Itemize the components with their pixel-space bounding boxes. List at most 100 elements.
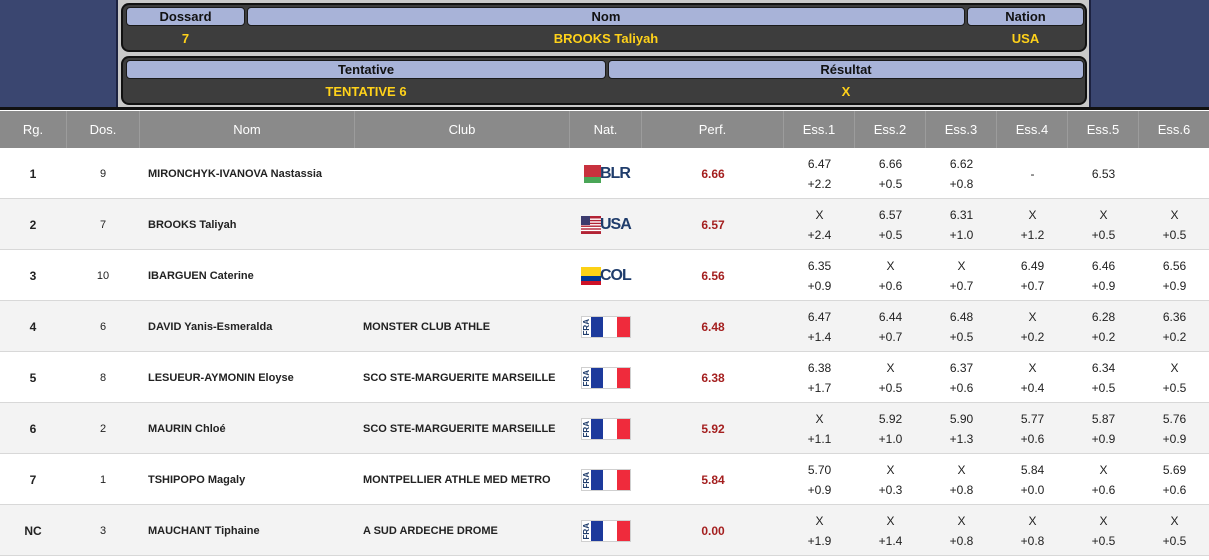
performance-cell: 6.56 <box>701 268 725 283</box>
dossard-cell: 1 <box>99 473 107 486</box>
attempt-wind: +0.8 <box>949 176 974 191</box>
attempt-cell: 6.34 +0.5 <box>1068 352 1139 403</box>
attempt-mark: 6.37 <box>949 360 974 375</box>
col-club-header[interactable]: Club <box>355 111 570 148</box>
attempt-mark: 5.92 <box>878 411 903 426</box>
nation-code: FRA <box>582 471 591 488</box>
attempt-wind: +0.6 <box>949 380 974 395</box>
attempt-wind: +1.3 <box>949 431 974 446</box>
attempt-mark: - <box>1030 166 1035 181</box>
nation-flag-cell: FRA <box>580 403 632 454</box>
dossard-cell: 3 <box>99 524 107 537</box>
attempt-mark: 6.31 <box>949 207 974 222</box>
nation-code: COL <box>600 266 632 284</box>
performance-cell: 5.84 <box>701 472 725 487</box>
col-rank-header[interactable]: Rg. <box>0 111 67 148</box>
athlete-name-cell: LESUEUR-AYMONIN Eloyse <box>148 371 294 384</box>
table-row[interactable]: 1 9 MIRONCHYK-IVANOVA Nastassia BLR 6.66 6.47… <box>0 148 1209 199</box>
club-cell: MONTPELLIER ATHLE MED METRO <box>363 473 551 486</box>
attempt-cell: 5.84 +0.0 <box>997 454 1068 505</box>
attempt-mark: 6.46 <box>1091 258 1116 273</box>
attempt-mark: 6.38 <box>807 360 832 375</box>
attempt-cell: X +0.5 <box>1068 505 1139 556</box>
attempt-wind: +0.2 <box>1162 329 1187 344</box>
attempt-mark: 6.48 <box>949 309 974 324</box>
dossard-cell: 6 <box>99 320 107 333</box>
col-ess6-header[interactable]: Ess.6 <box>1157 122 1191 137</box>
table-row[interactable]: 5 8 LESUEUR-AYMONIN Eloyse SCO STE-MARGUERI… <box>0 352 1209 403</box>
table-row[interactable]: 3 10 IBARGUEN Caterine COL 6.56 6.35 +0.9 X +0.6… <box>0 250 1209 301</box>
col-name-header[interactable]: Nom <box>140 111 355 148</box>
flag-icon: BLR <box>581 163 631 185</box>
col-ess4-header[interactable]: Ess.4 <box>997 111 1068 148</box>
tentative-value: TENTATIVE 6 <box>325 84 407 99</box>
attempt-mark: 6.36 <box>1162 309 1187 324</box>
col-ess1-header[interactable]: Ess.1 <box>784 111 855 148</box>
club-cell <box>363 199 568 250</box>
col-dos-header[interactable]: Dos. <box>67 111 140 148</box>
athlete-info-panel: Dossard Nom Nation 7 BROOKS Taliyah USA <box>121 3 1087 52</box>
attempt-mark: X <box>1028 207 1037 222</box>
attempt-cell: 6.49 +0.7 <box>997 250 1068 301</box>
attempt-mark: 6.44 <box>878 309 903 324</box>
col-perf-header[interactable]: Perf. <box>642 111 784 148</box>
col-ess5-header[interactable]: Ess.5 <box>1068 111 1139 148</box>
flag-icon: FRA <box>581 366 631 389</box>
attempt-wind: +0.9 <box>1162 278 1187 293</box>
attempt-cell: X +0.5 <box>855 352 926 403</box>
attempt-mark: 5.70 <box>807 462 832 477</box>
attempt-cell: 5.77 +0.6 <box>997 403 1068 454</box>
attempt-wind: +0.6 <box>1091 482 1116 497</box>
dossard-cell: 2 <box>99 422 107 435</box>
attempt-wind: +0.5 <box>949 329 974 344</box>
attempt-mark: X <box>1099 513 1108 528</box>
attempt-cell: 6.31 +1.0 <box>926 199 997 250</box>
attempt-cell: X +0.6 <box>855 250 926 301</box>
attempt-mark: X <box>957 462 966 477</box>
nation-code: FRA <box>582 369 591 386</box>
col-ess2-header[interactable]: Ess.2 <box>855 111 926 148</box>
flag-icon: FRA <box>581 417 631 440</box>
header-left-pad <box>0 0 118 107</box>
athlete-name-cell: MIRONCHYK-IVANOVA Nastassia <box>148 167 322 180</box>
attempt-mark: X <box>1170 513 1179 528</box>
dossard-label: Dossard <box>126 7 245 26</box>
nation-label: Nation <box>967 7 1084 26</box>
attempt-mark: X <box>1099 207 1108 222</box>
attempt-mark: 6.49 <box>1020 258 1045 273</box>
rank-cell: 7 <box>29 472 37 487</box>
resultat-value: X <box>841 84 851 99</box>
athlete-name-cell: MAURIN Chloé <box>148 422 226 435</box>
results-table-header: Rg. Dos. Nom Club Nat. Perf. Ess.1 Ess.2… <box>0 111 1209 148</box>
attempt-mark: 6.28 <box>1091 309 1116 324</box>
attempt-mark: 6.47 <box>807 309 832 324</box>
current-athlete-header: Dossard Nom Nation 7 BROOKS Taliyah USA … <box>0 0 1209 110</box>
col-ess3-header[interactable]: Ess.3 <box>926 111 997 148</box>
attempt-cell: X +0.3 <box>855 454 926 505</box>
table-row[interactable]: 7 1 TSHIPOPO Magaly MONTPELLIER ATHLE MED M… <box>0 454 1209 505</box>
attempt-wind: +0.3 <box>878 482 903 497</box>
attempt-mark: 6.57 <box>878 207 903 222</box>
table-row[interactable]: NC 3 MAUCHANT Tiphaine A SUD ARDECHE DROME F… <box>0 505 1209 556</box>
attempt-wind: +0.6 <box>1162 482 1187 497</box>
table-row[interactable]: 6 2 MAURIN Chloé SCO STE-MARGUERITE MARSEIL… <box>0 403 1209 454</box>
attempt-wind: +1.0 <box>949 227 974 242</box>
attempt-wind: +0.5 <box>1162 380 1187 395</box>
attempt-wind: +1.4 <box>807 329 832 344</box>
attempt-cell: 6.37 +0.6 <box>926 352 997 403</box>
table-row[interactable]: 2 7 BROOKS Taliyah USA 6.57 X +2.4 6.57 +0.5 6.31… <box>0 199 1209 250</box>
attempt-cell: X +0.8 <box>926 454 997 505</box>
attempt-mark: 5.77 <box>1020 411 1045 426</box>
nom-label: Nom <box>247 7 965 26</box>
table-row[interactable]: 4 6 DAVID Yanis-Esmeralda MONSTER CLUB ATHL… <box>0 301 1209 352</box>
attempt-wind: +0.9 <box>807 482 832 497</box>
attempt-mark: X <box>886 513 895 528</box>
flag-icon: FRA <box>581 468 631 491</box>
attempt-cell: 6.44 +0.7 <box>855 301 926 352</box>
col-nat-header[interactable]: Nat. <box>570 111 642 148</box>
tentative-label: Tentative <box>126 60 606 79</box>
attempt-wind: +0.7 <box>878 329 903 344</box>
attempt-cell: 6.35 +0.9 <box>784 250 855 301</box>
nation-flag-cell: COL <box>580 250 632 301</box>
club-cell: SCO STE-MARGUERITE MARSEILLE <box>363 422 556 435</box>
